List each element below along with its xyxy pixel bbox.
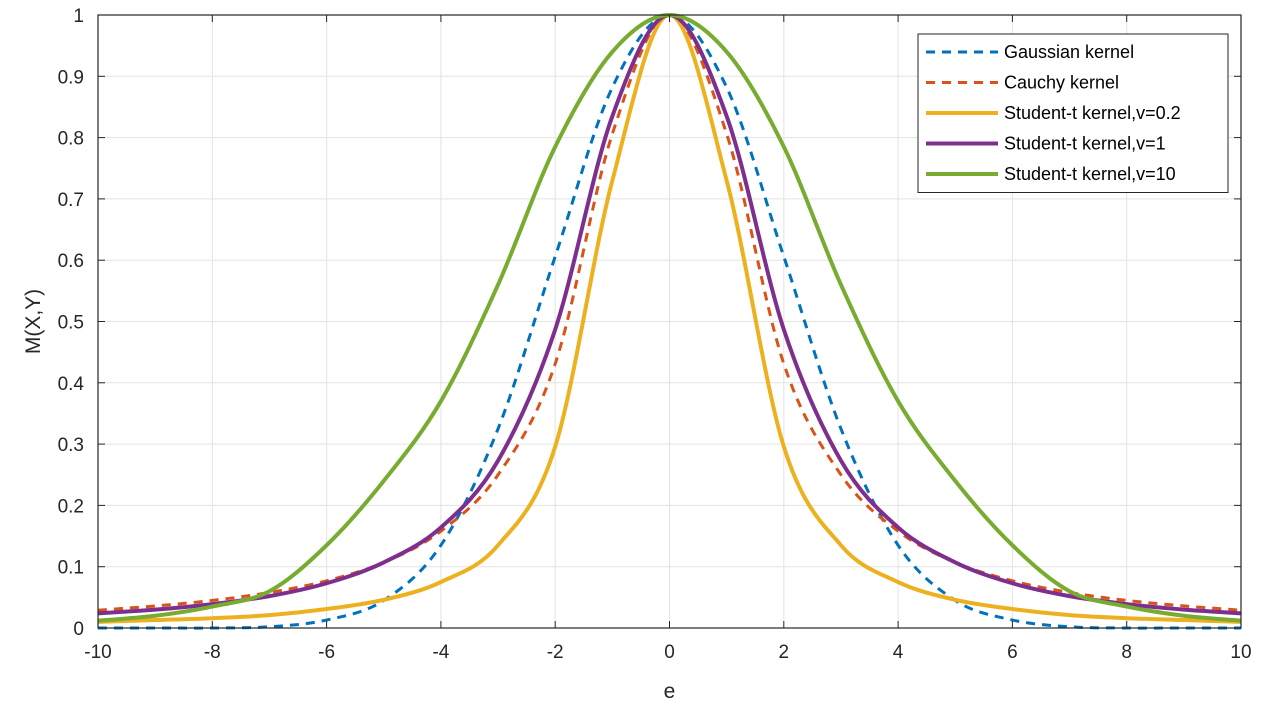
x-tick-label: -8	[204, 642, 221, 663]
legend-label-4: Student-t kernel,v=10	[1004, 164, 1176, 184]
y-tick-label: 0.8	[58, 129, 84, 150]
x-tick-label: 10	[1230, 642, 1251, 663]
y-tick-label: 0.9	[58, 67, 84, 88]
x-tick-label: 4	[893, 642, 904, 663]
x-tick-label: 8	[1121, 642, 1132, 663]
legend-label-3: Student-t kernel,v=1	[1004, 134, 1166, 154]
y-tick-label: 0	[73, 619, 84, 640]
y-axis-title: M(X,Y)	[22, 289, 45, 354]
y-tick-label: 1	[73, 6, 84, 27]
legend: Gaussian kernel Cauchy kernel Student-t ke…	[917, 33, 1229, 193]
x-tick-label: 0	[664, 642, 675, 663]
axis-ticks	[97, 14, 1242, 629]
x-axis-title: e	[664, 680, 676, 703]
y-tick-label: 0.2	[58, 496, 84, 517]
legend-label-2: Student-t kernel,v=0.2	[1004, 103, 1181, 123]
series-points-4	[97, 14, 1242, 621]
y-tick-label: 0.1	[58, 558, 84, 579]
y-tick-label: 0.7	[58, 190, 84, 211]
y-tick-label: 0.3	[58, 435, 84, 456]
tick-labels: -10 -8 -6 -4 -2 0 2 4 6 8 10 0 0.1 0.2 0.3 0.4 0.5 0.6 0.7…	[58, 6, 1252, 663]
legend-label-0: Gaussian kernel	[1004, 42, 1134, 62]
x-tick-label: 6	[1007, 642, 1018, 663]
y-tick-label: 0.4	[58, 374, 85, 395]
x-tick-label: -10	[84, 642, 111, 663]
x-tick-label: -4	[432, 642, 449, 663]
x-tick-label: -2	[547, 642, 564, 663]
y-tick-label: 0.6	[58, 251, 84, 272]
x-tick-label: -6	[318, 642, 335, 663]
legend-label-1: Cauchy kernel	[1004, 73, 1119, 93]
x-tick-label: 2	[779, 642, 790, 663]
y-tick-label: 0.5	[58, 313, 84, 334]
